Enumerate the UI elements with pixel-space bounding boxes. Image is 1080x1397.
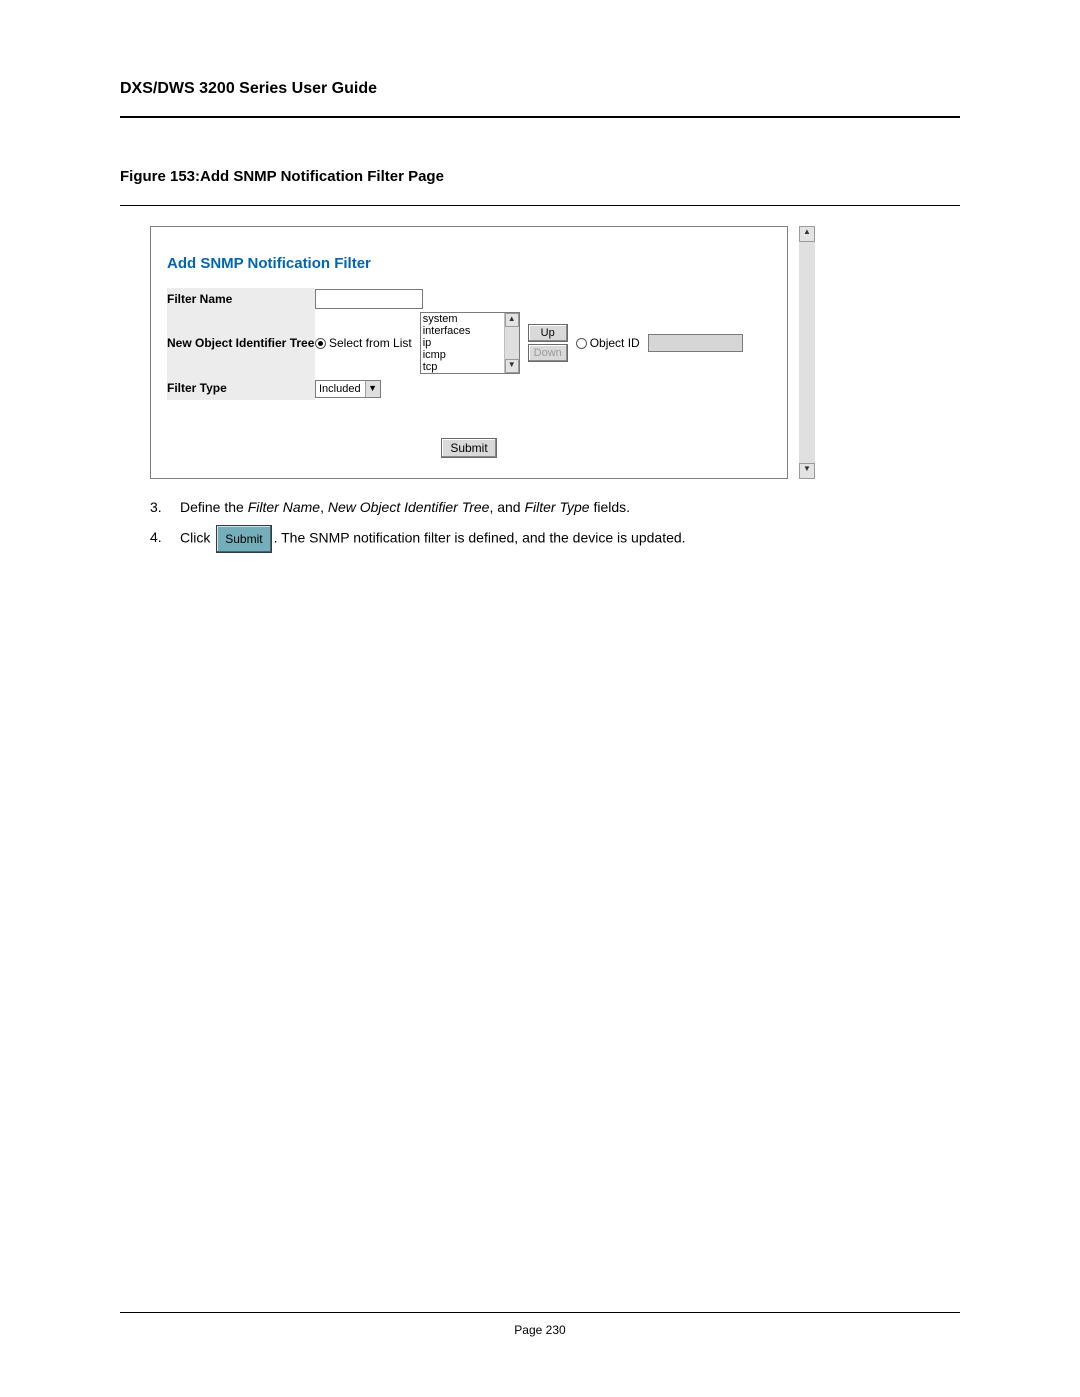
field-ref: Filter Name [248,499,320,515]
step-4: 4. Click Submit. The SNMP notification f… [150,525,960,553]
radio-object-id[interactable]: Object ID [576,336,640,350]
scroll-down-icon[interactable]: ▼ [799,463,815,479]
step-text: Click [180,530,214,546]
list-item[interactable]: system [423,313,504,325]
step-body: Click Submit. The SNMP notification filt… [180,525,960,553]
radio-object-id-label: Object ID [590,336,640,350]
radio-select-from-list-label: Select from List [329,336,412,350]
field-ref: Filter Type [524,499,589,515]
row-filter-type: Filter Type Included ▼ [167,376,743,400]
down-button[interactable]: Down [528,344,568,362]
screenshot-container: Add SNMP Notification Filter Filter Name… [150,226,815,479]
header-title: DXS/DWS 3200 Series User Guide [120,80,960,98]
step-number: 4. [150,525,180,553]
filter-type-selected: Included [319,383,365,395]
footer-rule [120,1312,960,1313]
frame-scrollbar[interactable]: ▲ ▼ [799,226,815,479]
oid-listbox-items: system interfaces ip icmp tcp [421,313,504,373]
chevron-down-icon: ▼ [365,381,380,397]
header-rule [120,116,960,118]
step-3: 3. Define the Filter Name, New Object Id… [150,495,960,519]
filter-type-select[interactable]: Included ▼ [315,380,381,398]
page-number: Page 230 [120,1323,960,1337]
form-table: Filter Name New Object Identifier Tree [167,288,743,400]
filter-name-label: Filter Name [167,288,315,310]
figure-rule [120,205,960,206]
row-filter-name: Filter Name [167,288,743,310]
snmp-filter-panel: Add SNMP Notification Filter Filter Name… [150,226,788,479]
step-number: 3. [150,495,180,519]
submit-button[interactable]: Submit [441,438,496,458]
scroll-up-icon[interactable]: ▲ [505,313,519,327]
oid-listbox[interactable]: system interfaces ip icmp tcp ▲ ▼ [420,312,520,374]
scroll-down-icon[interactable]: ▼ [505,359,519,373]
radio-checked-icon [315,338,326,349]
listbox-scrollbar[interactable]: ▲ ▼ [504,313,519,373]
inline-submit-button: Submit [216,525,271,553]
filter-type-label: Filter Type [167,376,315,400]
scroll-up-icon[interactable]: ▲ [799,226,815,242]
step-text: , [320,499,328,515]
filter-name-input[interactable] [315,289,423,309]
field-ref: New Object Identifier Tree [328,499,490,515]
figure-caption: Figure 153:Add SNMP Notification Filter … [120,168,960,185]
radio-unchecked-icon [576,338,587,349]
list-item[interactable]: ip [423,337,504,349]
list-item[interactable]: interfaces [423,325,504,337]
list-item[interactable]: tcp [423,361,504,373]
up-button[interactable]: Up [528,324,568,342]
step-text: fields. [590,499,630,515]
step-text: , and [489,499,524,515]
object-id-input[interactable] [648,334,743,352]
page-footer: Page 230 [120,1304,960,1337]
instruction-steps: 3. Define the Filter Name, New Object Id… [150,495,960,553]
step-body: Define the Filter Name, New Object Ident… [180,495,960,519]
list-item[interactable]: icmp [423,349,504,361]
row-oid-tree: New Object Identifier Tree Select from L… [167,310,743,376]
panel-title: Add SNMP Notification Filter [167,255,771,272]
step-text: . The SNMP notification filter is define… [274,530,686,546]
radio-select-from-list[interactable]: Select from List [315,336,412,350]
oid-tree-label: New Object Identifier Tree [167,310,315,376]
document-page: DXS/DWS 3200 Series User Guide Figure 15… [0,0,1080,1397]
step-text: Define the [180,499,248,515]
